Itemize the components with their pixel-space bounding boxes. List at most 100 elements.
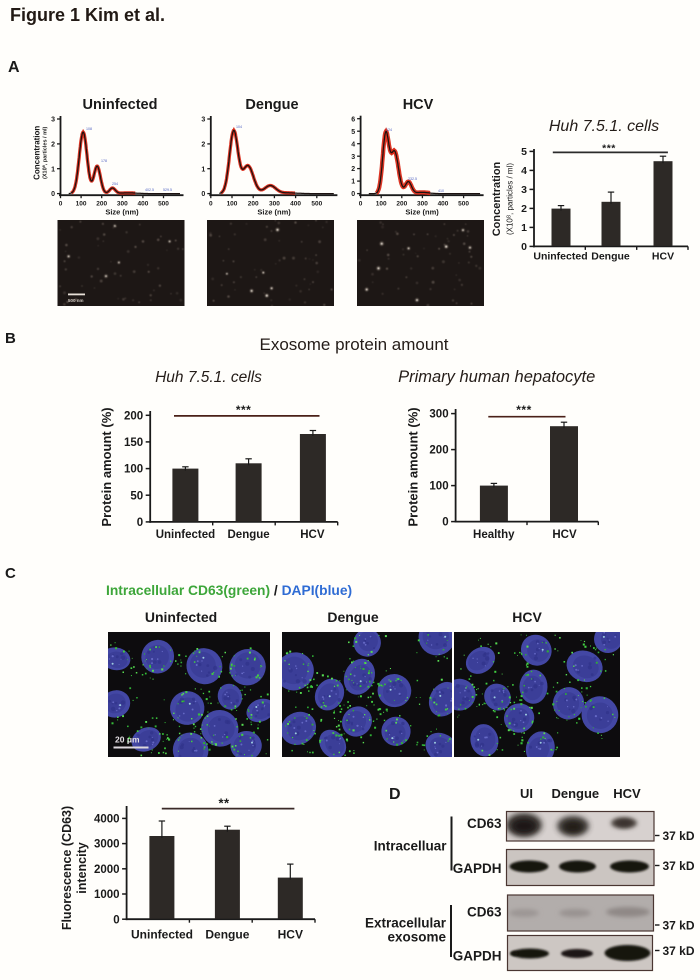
svg-text:D: D [389,786,401,803]
svg-text:Huh 7.5.1. cells: Huh 7.5.1. cells [549,118,659,135]
svg-text:Concentration: Concentration [33,126,42,180]
svg-text:150: 150 [124,437,143,449]
svg-text:***: *** [516,403,532,417]
svg-text:GAPDH: GAPDH [453,861,502,876]
svg-text:Figure 1 Kim et al.: Figure 1 Kim et al. [10,5,165,25]
svg-text:5: 5 [521,146,527,158]
svg-text:Dengue: Dengue [228,529,270,541]
svg-text:Size (nm): Size (nm) [257,208,291,217]
svg-text:Intracelluar: Intracelluar [374,839,448,854]
svg-text:Dengue: Dengue [327,609,379,625]
svg-text:exosome: exosome [387,930,446,945]
svg-text:20 μm: 20 μm [115,735,140,745]
svg-text:0: 0 [209,201,213,208]
svg-text:2: 2 [201,142,205,149]
svg-text:0: 0 [51,191,55,198]
svg-text:3: 3 [351,154,355,161]
svg-text:178: 178 [101,159,107,163]
svg-text:4000: 4000 [94,814,120,826]
svg-text:HCV: HCV [300,529,325,541]
svg-text:0: 0 [351,191,355,198]
svg-text:Dengue: Dengue [205,928,249,942]
svg-text:Uninfected: Uninfected [131,928,193,942]
svg-text:Concentration: Concentration [491,161,503,236]
svg-text:1: 1 [51,166,55,173]
svg-text:(X108, particles / ml): (X108, particles / ml) [42,126,49,178]
svg-text:CD63: CD63 [467,816,502,831]
svg-text:200: 200 [429,445,448,457]
svg-text:Intracellular CD63(green) / DA: Intracellular CD63(green) / DAPI(blue) [106,583,352,598]
svg-text:HCV: HCV [403,97,434,113]
svg-text:Protein amount (%): Protein amount (%) [99,407,114,526]
svg-text:104: 104 [236,125,242,129]
svg-text:50: 50 [130,490,143,502]
svg-text:5: 5 [351,129,355,136]
svg-text:4: 4 [521,165,527,177]
svg-text:B: B [5,330,16,347]
svg-text:Uninfected: Uninfected [533,251,587,263]
svg-text:0: 0 [137,517,143,529]
svg-text:0: 0 [521,241,527,253]
svg-text:232.5: 232.5 [408,177,417,181]
svg-text:108: 108 [86,127,92,131]
svg-text:Huh 7.5.1. cells: Huh 7.5.1. cells [155,369,262,386]
svg-text:410: 410 [438,189,444,193]
svg-text:Extracellular: Extracellular [365,916,447,931]
svg-text:500: 500 [158,201,169,208]
svg-text:2: 2 [51,142,55,149]
svg-text:HCV: HCV [278,928,303,942]
svg-text:6: 6 [351,116,355,123]
svg-text:1: 1 [351,179,355,186]
svg-text:Uninfected: Uninfected [83,97,158,113]
svg-text:37 kD: 37 kD [663,944,695,958]
svg-text:**: ** [218,796,230,811]
svg-text:37 kD: 37 kD [663,859,695,873]
svg-text:37 kD: 37 kD [663,919,695,933]
svg-text:200: 200 [124,410,143,422]
svg-text:1: 1 [521,222,527,234]
svg-text:200: 200 [96,201,107,208]
svg-text:500: 500 [311,201,322,208]
svg-text:400: 400 [137,201,148,208]
svg-text:HCV: HCV [552,529,577,541]
svg-text:2000: 2000 [94,864,120,876]
svg-text:CD63: CD63 [467,905,502,920]
svg-text:0: 0 [442,517,448,529]
svg-text:400: 400 [290,201,301,208]
svg-text:4: 4 [351,141,355,148]
svg-text:2: 2 [521,203,527,215]
svg-text:intencity: intencity [75,842,89,893]
svg-text:Dengue: Dengue [245,97,298,113]
svg-text:100: 100 [429,481,448,493]
svg-text:Exosome protein amount: Exosome protein amount [260,335,449,354]
svg-text:Uninfected: Uninfected [145,609,217,625]
svg-text:100: 100 [376,201,387,208]
svg-text:100: 100 [76,201,87,208]
svg-text:HCV: HCV [512,609,542,625]
svg-text:A: A [8,59,20,76]
svg-text:0: 0 [113,914,119,926]
svg-text:Protein amount (%): Protein amount (%) [406,407,421,526]
svg-text:300: 300 [429,409,448,421]
svg-text:***: *** [236,403,252,417]
svg-text:0: 0 [59,201,63,208]
svg-text:Primary human hepatocyte: Primary human hepatocyte [398,368,595,386]
svg-text:0: 0 [359,201,363,208]
svg-text:C: C [5,565,16,582]
svg-text:100: 100 [124,464,143,476]
svg-text:Dengue: Dengue [591,251,630,263]
svg-text:2: 2 [351,166,355,173]
svg-text:***: *** [602,143,616,155]
svg-text:UI: UI [520,786,533,801]
svg-text:HCV: HCV [652,251,674,263]
svg-text:3000: 3000 [94,839,120,851]
svg-text:(X108, particles / ml): (X108, particles / ml) [506,163,515,235]
svg-text:200: 200 [396,201,407,208]
svg-text:300: 300 [269,201,280,208]
svg-text:Size (nm): Size (nm) [105,208,139,217]
svg-text:Size (nm): Size (nm) [405,208,439,217]
svg-text:100: 100 [227,201,238,208]
svg-text:254: 254 [112,182,118,186]
svg-text:GAPDH: GAPDH [453,949,502,964]
svg-text:124: 124 [386,128,392,132]
